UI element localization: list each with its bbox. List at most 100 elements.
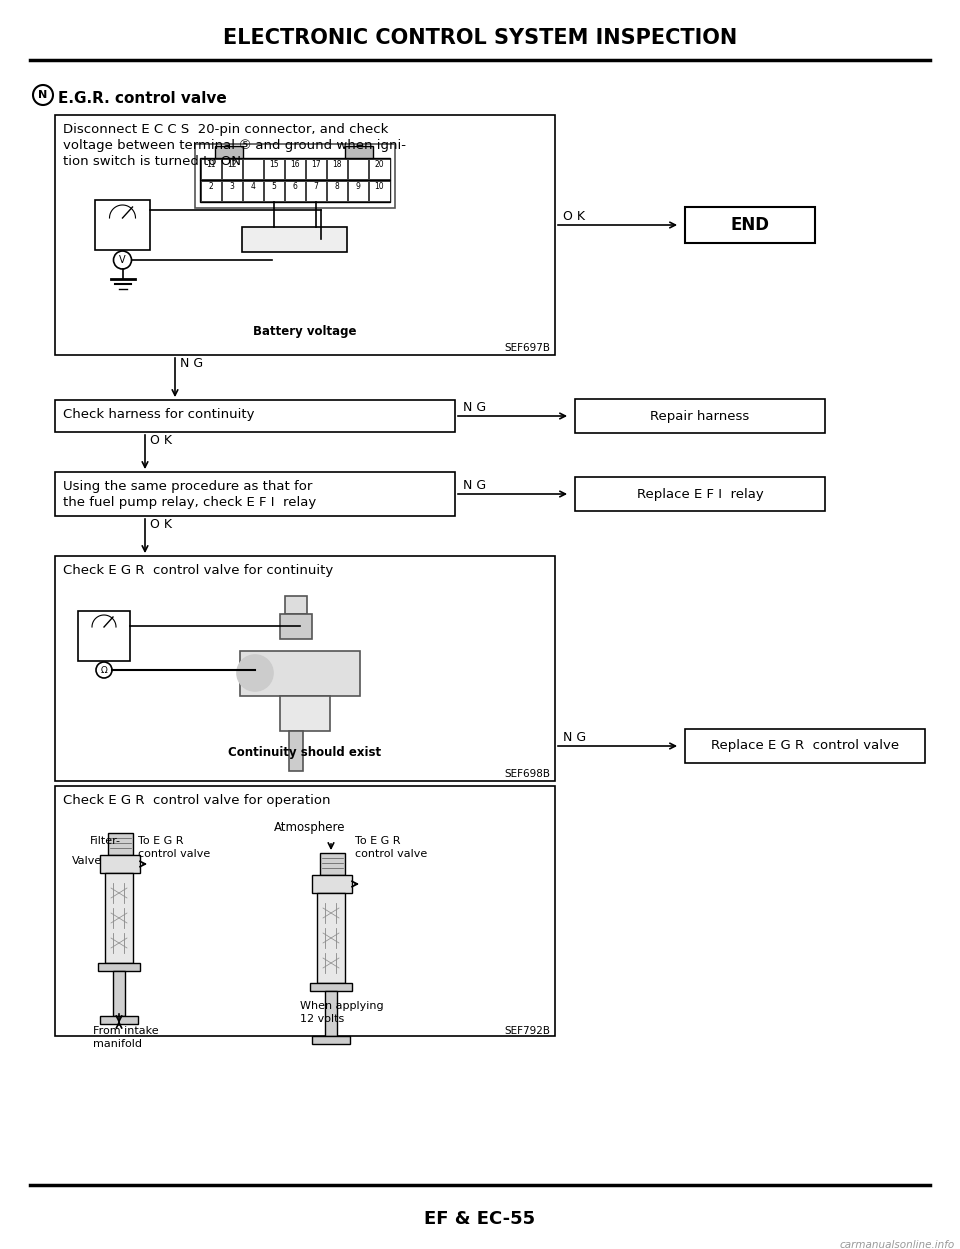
Text: 8: 8 [335, 182, 340, 191]
Text: Ω: Ω [101, 666, 108, 674]
Text: Check E G R  control valve for continuity: Check E G R control valve for continuity [63, 565, 333, 577]
Text: the fuel pump relay, check E F I  relay: the fuel pump relay, check E F I relay [63, 496, 316, 510]
Text: END: END [731, 216, 770, 234]
Bar [200, 159, 390, 180]
Text: Battery voltage: Battery voltage [253, 325, 357, 338]
Bar [222, 181, 242, 201]
Bar [105, 873, 133, 963]
Bar [312, 1035, 350, 1044]
Bar [327, 159, 348, 179]
Text: V: V [119, 255, 126, 265]
Bar [78, 611, 130, 661]
Text: Replace E G R  control valve: Replace E G R control valve [711, 739, 900, 752]
Bar [100, 1015, 138, 1024]
Text: Check E G R  control valve for operation: Check E G R control valve for operation [63, 794, 330, 807]
Bar [195, 144, 395, 209]
Text: 2: 2 [208, 182, 213, 191]
Bar [310, 983, 352, 990]
Text: 3: 3 [229, 182, 234, 191]
Text: Using the same procedure as that for: Using the same procedure as that for [63, 480, 312, 493]
Text: 5: 5 [272, 182, 276, 191]
Bar [113, 970, 125, 1015]
Text: To E G R: To E G R [355, 836, 400, 846]
Text: Continuity should exist: Continuity should exist [228, 746, 381, 759]
Text: ELECTRONIC CONTROL SYSTEM INSPECTION: ELECTRONIC CONTROL SYSTEM INSPECTION [223, 27, 737, 47]
Bar [348, 159, 369, 179]
Bar [55, 556, 555, 781]
Text: 11: 11 [205, 160, 215, 169]
Bar [280, 615, 312, 639]
Bar [685, 729, 925, 763]
Text: 17: 17 [311, 160, 321, 169]
Bar [685, 207, 815, 244]
Text: 16: 16 [290, 160, 300, 169]
Text: 20: 20 [374, 160, 384, 169]
Bar [312, 876, 352, 893]
Bar [348, 181, 369, 201]
Bar [306, 181, 326, 201]
Text: 7: 7 [314, 182, 319, 191]
Bar [264, 159, 284, 179]
Text: control valve: control valve [355, 849, 427, 859]
Bar [240, 651, 360, 696]
Text: To E G R: To E G R [138, 836, 183, 846]
Circle shape [237, 654, 273, 691]
Bar [306, 159, 326, 179]
Bar [285, 596, 307, 615]
Text: O K: O K [150, 518, 172, 531]
Text: E.G.R. control valve: E.G.R. control valve [58, 91, 227, 106]
Text: Disconnect E C C S  20-pin connector, and check: Disconnect E C C S 20-pin connector, and… [63, 122, 389, 136]
Text: 9: 9 [356, 182, 361, 191]
Bar [108, 833, 133, 856]
Bar [200, 180, 390, 202]
Bar [55, 472, 455, 516]
Text: carmanualsonline.info: carmanualsonline.info [840, 1240, 955, 1249]
Bar [370, 181, 390, 201]
Bar [327, 181, 348, 201]
Text: SEF697B: SEF697B [504, 343, 550, 353]
Text: N G: N G [180, 357, 204, 370]
Bar [289, 731, 303, 771]
Bar [201, 159, 221, 179]
Text: 15: 15 [269, 160, 278, 169]
Text: Valve: Valve [72, 856, 103, 866]
Text: Atmosphere: Atmosphere [275, 821, 346, 834]
Bar [280, 696, 330, 731]
Text: voltage between terminal ⑤ and ground when igni-: voltage between terminal ⑤ and ground wh… [63, 139, 406, 152]
Bar [370, 159, 390, 179]
Bar [215, 146, 243, 159]
Bar [55, 786, 555, 1035]
Text: O K: O K [563, 210, 585, 224]
Text: O K: O K [150, 433, 172, 447]
Bar [222, 159, 242, 179]
Bar [317, 893, 345, 983]
Bar [243, 159, 263, 179]
Text: From intake: From intake [93, 1025, 158, 1035]
Bar [242, 227, 347, 252]
Bar [325, 990, 337, 1035]
Text: manifold: manifold [93, 1039, 142, 1049]
Text: Replace E F I  relay: Replace E F I relay [636, 487, 763, 501]
Bar [285, 181, 305, 201]
Bar [55, 400, 455, 432]
Text: 12: 12 [227, 160, 236, 169]
Bar [320, 853, 345, 876]
Bar [575, 398, 825, 433]
Bar [575, 477, 825, 511]
Bar [285, 159, 305, 179]
Bar [100, 856, 140, 873]
Text: 12 volts: 12 volts [300, 1014, 345, 1024]
Text: When applying: When applying [300, 1000, 384, 1010]
Bar [201, 181, 221, 201]
Text: Filter-: Filter- [90, 836, 121, 846]
Text: Check harness for continuity: Check harness for continuity [63, 408, 254, 421]
Text: 10: 10 [374, 182, 384, 191]
Bar [95, 200, 150, 250]
Text: N G: N G [463, 401, 486, 413]
Bar [345, 146, 373, 159]
Text: SEF792B: SEF792B [504, 1025, 550, 1035]
Text: Repair harness: Repair harness [650, 410, 750, 422]
Text: EF & EC-55: EF & EC-55 [424, 1210, 536, 1228]
Text: N: N [38, 90, 48, 100]
Bar [98, 963, 140, 970]
